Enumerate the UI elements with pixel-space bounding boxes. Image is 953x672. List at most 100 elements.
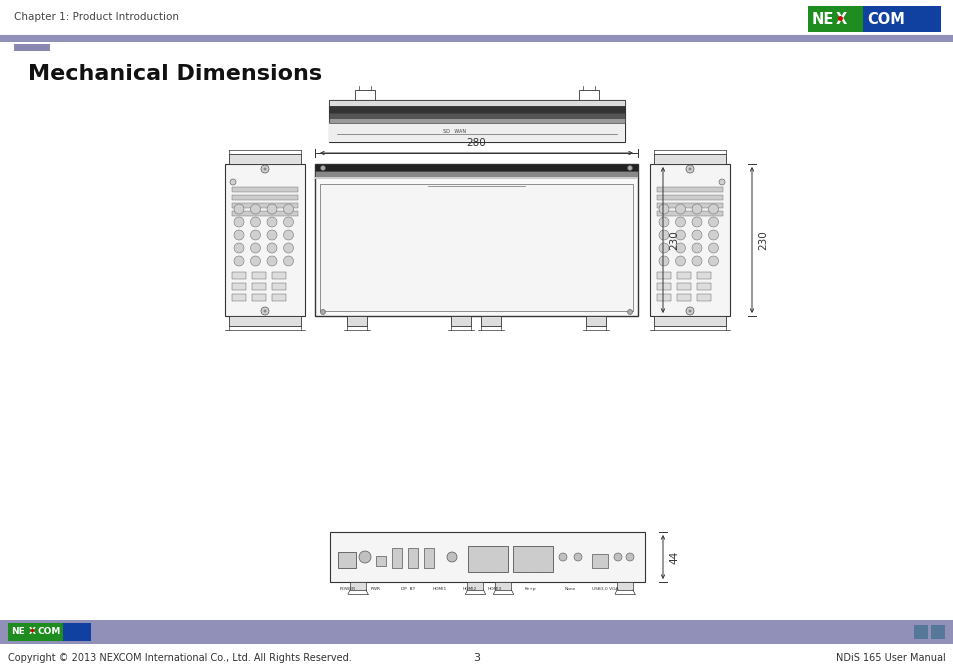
Text: None: None: [564, 587, 575, 591]
Circle shape: [261, 307, 269, 315]
Circle shape: [233, 204, 244, 214]
Bar: [654, 154, 725, 164]
Bar: [232, 203, 297, 208]
Text: 3: 3: [473, 653, 480, 663]
Circle shape: [251, 217, 260, 227]
Circle shape: [233, 256, 244, 266]
Text: HDMI1: HDMI1: [433, 587, 447, 591]
Bar: [592, 554, 607, 568]
Circle shape: [267, 230, 276, 240]
Bar: [649, 164, 729, 316]
Circle shape: [675, 243, 685, 253]
Bar: [677, 272, 690, 279]
Bar: [657, 283, 670, 290]
Circle shape: [283, 243, 294, 253]
Circle shape: [251, 243, 260, 253]
Bar: [272, 272, 286, 279]
Bar: [314, 164, 638, 316]
Bar: [272, 283, 286, 290]
Bar: [232, 294, 246, 301]
Circle shape: [659, 204, 668, 214]
Bar: [225, 164, 305, 316]
Bar: [468, 546, 507, 572]
Circle shape: [675, 204, 685, 214]
Bar: [657, 272, 670, 279]
Circle shape: [283, 217, 294, 227]
Bar: [467, 582, 483, 590]
Bar: [229, 154, 301, 164]
Bar: [329, 123, 624, 142]
Text: NE: NE: [11, 628, 25, 636]
Bar: [657, 294, 670, 301]
Text: COM: COM: [37, 628, 60, 636]
Bar: [657, 203, 722, 208]
Circle shape: [233, 217, 244, 227]
Circle shape: [358, 551, 371, 563]
Circle shape: [675, 230, 685, 240]
Bar: [319, 184, 633, 311]
Bar: [252, 283, 266, 290]
Bar: [347, 316, 367, 326]
Bar: [8, 623, 63, 641]
Circle shape: [267, 256, 276, 266]
Circle shape: [659, 230, 668, 240]
Bar: [657, 211, 722, 216]
Bar: [677, 283, 690, 290]
Text: Mechanical Dimensions: Mechanical Dimensions: [28, 64, 322, 84]
Bar: [232, 195, 297, 200]
Bar: [617, 582, 633, 590]
Circle shape: [708, 230, 718, 240]
Bar: [0, 620, 953, 644]
Text: 230: 230: [668, 230, 679, 250]
Bar: [657, 187, 722, 192]
Circle shape: [283, 230, 294, 240]
Bar: [392, 548, 401, 568]
Circle shape: [719, 179, 724, 185]
Text: POWER: POWER: [339, 587, 355, 591]
Circle shape: [320, 165, 325, 171]
Bar: [375, 556, 386, 566]
Bar: [585, 316, 605, 326]
Bar: [329, 113, 624, 118]
Bar: [697, 283, 710, 290]
Bar: [329, 106, 624, 113]
Bar: [314, 164, 638, 171]
Bar: [408, 548, 417, 568]
Bar: [355, 90, 375, 100]
Circle shape: [251, 204, 260, 214]
Bar: [654, 316, 725, 326]
Bar: [807, 6, 862, 32]
Circle shape: [267, 217, 276, 227]
Bar: [337, 552, 355, 568]
Text: HDMI2: HDMI2: [462, 587, 476, 591]
Text: DP  BT: DP BT: [400, 587, 415, 591]
Circle shape: [267, 243, 276, 253]
Circle shape: [708, 256, 718, 266]
Bar: [229, 316, 301, 326]
Bar: [272, 294, 286, 301]
Circle shape: [708, 243, 718, 253]
Circle shape: [558, 553, 566, 561]
Text: HDMI3: HDMI3: [487, 587, 501, 591]
Circle shape: [283, 204, 294, 214]
Text: Chapter 1: Product Introduction: Chapter 1: Product Introduction: [14, 12, 179, 22]
Bar: [862, 6, 940, 32]
Bar: [314, 171, 638, 177]
Circle shape: [320, 310, 325, 314]
Bar: [252, 294, 266, 301]
Circle shape: [283, 256, 294, 266]
Bar: [350, 582, 366, 590]
Circle shape: [685, 307, 693, 315]
Circle shape: [233, 243, 244, 253]
Circle shape: [659, 217, 668, 227]
Circle shape: [691, 243, 701, 253]
Bar: [578, 90, 598, 100]
Circle shape: [267, 204, 276, 214]
Circle shape: [251, 230, 260, 240]
Bar: [232, 283, 246, 290]
Text: SD   WAN: SD WAN: [443, 129, 466, 134]
Text: Copyright © 2013 NEXCOM International Co., Ltd. All Rights Reserved.: Copyright © 2013 NEXCOM International Co…: [8, 653, 352, 663]
Bar: [677, 294, 690, 301]
Bar: [913, 625, 927, 639]
Circle shape: [233, 230, 244, 240]
